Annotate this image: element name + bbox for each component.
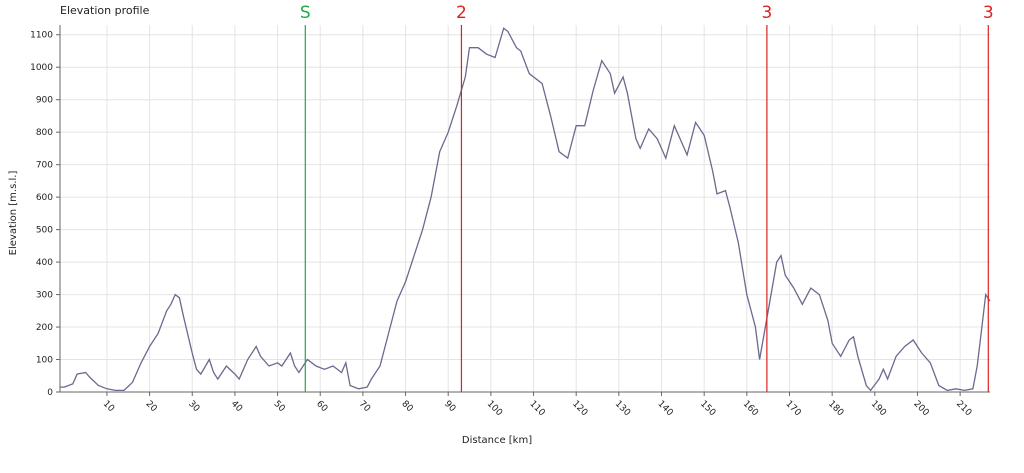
y-tick-label: 0 <box>47 388 53 398</box>
y-tick-label: 1100 <box>30 31 53 41</box>
y-tick-label: 1000 <box>30 63 53 73</box>
y-tick-label: 200 <box>36 323 53 333</box>
waypoint-label: 3 <box>983 3 994 23</box>
y-axis-label: Elevation [m.s.l.] <box>8 171 19 256</box>
x-axis-label: Distance [km] <box>462 435 532 446</box>
y-tick-label: 400 <box>36 258 53 268</box>
y-tick-label: 900 <box>36 96 53 106</box>
elevation-line <box>60 27 991 392</box>
waypoint-label: 2 <box>456 3 467 23</box>
waypoint-label: S <box>300 3 311 23</box>
y-tick-label: 800 <box>36 128 53 138</box>
y-tick-label: 600 <box>36 193 53 203</box>
chart-title: Elevation profile <box>60 4 150 17</box>
waypoint-label: 3 <box>761 3 772 23</box>
y-tick-label: 700 <box>36 161 53 171</box>
y-tick-label: 300 <box>36 291 53 301</box>
y-tick-label: 500 <box>36 226 53 236</box>
y-tick-label: 100 <box>36 356 53 366</box>
